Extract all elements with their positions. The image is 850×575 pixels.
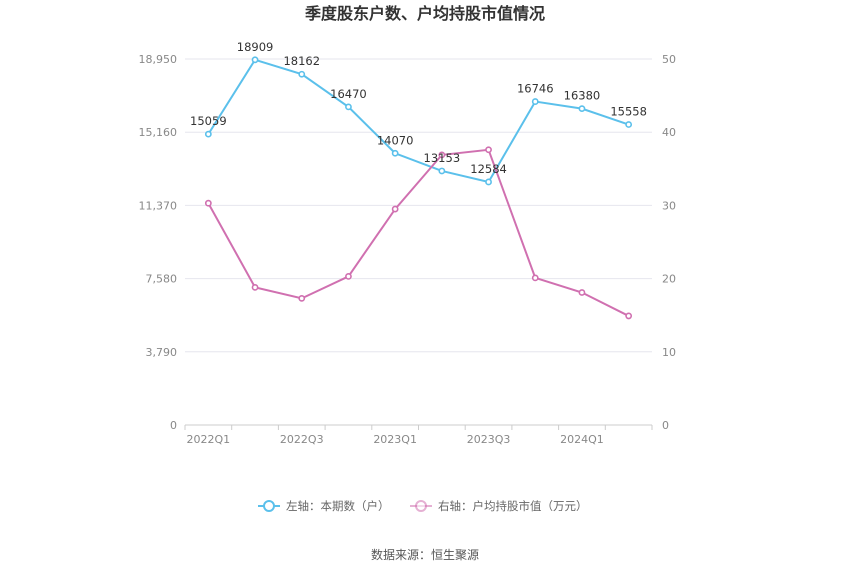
left-tick-label: 18,950 bbox=[139, 53, 178, 66]
data-point bbox=[625, 121, 633, 128]
data-label: 16746 bbox=[517, 82, 554, 96]
data-label: 14070 bbox=[377, 133, 414, 147]
data-point bbox=[251, 283, 259, 291]
series-line-1 bbox=[207, 58, 629, 184]
legend-label-2: 右轴：户均持股市值（万元） bbox=[438, 499, 588, 513]
axes: 0 3,790 7,580 11,370 15,160 18,950 0 10 20 30 40 50… bbox=[139, 53, 677, 446]
x-tick-label: 2023Q1 bbox=[373, 433, 417, 446]
data-point bbox=[438, 167, 446, 175]
data-point bbox=[438, 151, 446, 159]
data-point bbox=[391, 149, 399, 157]
left-tick-label: 7,580 bbox=[146, 273, 178, 286]
chart-title: 季度股东户数、户均持股市值情况 bbox=[304, 4, 545, 23]
data-point bbox=[391, 205, 399, 213]
data-label: 18162 bbox=[283, 54, 320, 68]
data-point bbox=[345, 103, 352, 111]
x-tick-label: 2022Q1 bbox=[187, 433, 231, 446]
right-tick-label: 50 bbox=[662, 53, 676, 66]
x-tick-label: 2024Q1 bbox=[560, 433, 604, 446]
right-tick-label: 40 bbox=[662, 126, 676, 139]
series bbox=[204, 56, 633, 320]
data-point bbox=[485, 178, 492, 186]
data-point bbox=[578, 289, 586, 296]
data-point bbox=[204, 130, 212, 138]
data-point bbox=[485, 146, 492, 154]
data-point bbox=[345, 273, 352, 280]
data-labels: 15059 18909 18162 16470 14070 13153 12584 16746… bbox=[190, 40, 647, 176]
grid bbox=[185, 58, 652, 426]
right-tick-label: 20 bbox=[662, 273, 676, 286]
left-tick-label: 11,370 bbox=[139, 199, 178, 212]
left-tick-label: 15,160 bbox=[139, 126, 178, 139]
legend-marker-1 bbox=[263, 500, 275, 512]
data-point bbox=[298, 70, 306, 78]
data-label: 18909 bbox=[237, 40, 274, 54]
source-note: 数据来源：恒生聚源 bbox=[371, 547, 479, 562]
legend-marker-2 bbox=[415, 500, 427, 512]
data-point bbox=[578, 105, 586, 113]
right-tick-label: 0 bbox=[662, 419, 669, 432]
left-tick-label: 3,790 bbox=[146, 346, 178, 359]
data-label: 16470 bbox=[330, 87, 367, 101]
data-point bbox=[531, 274, 539, 282]
legend: 左轴：本期数（户） 右轴：户均持股市值（万元） bbox=[258, 499, 588, 513]
data-point bbox=[298, 294, 306, 302]
data-point bbox=[625, 312, 633, 320]
right-tick-label: 10 bbox=[662, 346, 676, 359]
legend-label-1: 左轴：本期数（户） bbox=[286, 499, 390, 513]
left-tick-label: 0 bbox=[170, 419, 177, 432]
data-label: 15059 bbox=[190, 114, 227, 128]
right-tick-label: 30 bbox=[662, 199, 676, 212]
x-tick-label: 2022Q3 bbox=[280, 433, 324, 446]
series-line-2 bbox=[207, 148, 630, 317]
data-label: 15558 bbox=[610, 105, 647, 119]
data-point bbox=[251, 56, 259, 64]
x-tick-label: 2023Q3 bbox=[467, 433, 511, 446]
data-label: 16380 bbox=[564, 89, 601, 103]
data-point bbox=[204, 199, 212, 207]
data-label: 13153 bbox=[424, 151, 461, 165]
data-point bbox=[531, 98, 539, 105]
data-label: 12584 bbox=[470, 162, 507, 176]
